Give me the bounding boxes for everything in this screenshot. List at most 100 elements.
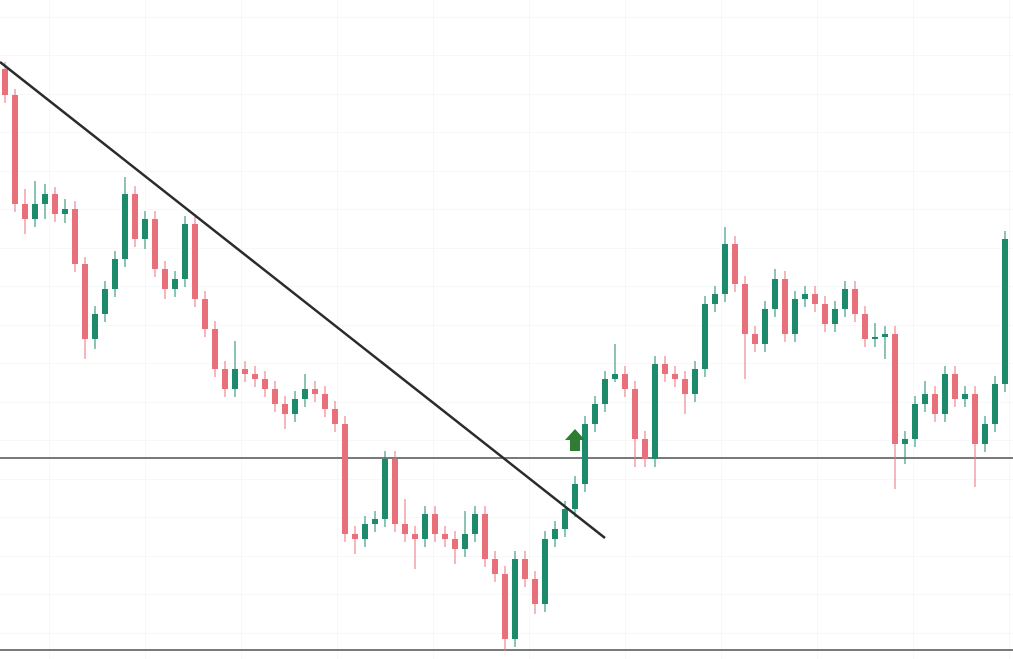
- candle-body: [402, 524, 408, 534]
- candle-body: [912, 404, 918, 439]
- candle-body: [932, 394, 938, 414]
- candle-body: [142, 219, 148, 239]
- candle-body: [232, 369, 238, 389]
- candle-body: [322, 394, 328, 409]
- candle-body: [772, 279, 778, 309]
- candle-body: [502, 574, 508, 639]
- candle-body: [382, 459, 388, 519]
- candle-body: [252, 374, 258, 379]
- candle-body: [292, 399, 298, 414]
- candle-body: [442, 534, 448, 539]
- candle-body: [862, 314, 868, 339]
- candle-body: [752, 334, 758, 344]
- candle-body: [92, 314, 98, 339]
- candle-body: [132, 194, 138, 239]
- candle-body: [362, 524, 368, 539]
- candle-body: [372, 519, 378, 524]
- breakout-arrow: [565, 429, 585, 451]
- candle-body: [782, 279, 788, 334]
- candle-body: [552, 529, 558, 539]
- candle-body: [962, 394, 968, 399]
- candle-body: [342, 424, 348, 534]
- candle-body: [492, 559, 498, 574]
- candle-body: [332, 409, 338, 424]
- candle-body: [472, 514, 478, 534]
- candle-body: [762, 309, 768, 344]
- candle-body: [72, 209, 78, 264]
- candle-body: [202, 299, 208, 329]
- candle-body: [582, 424, 588, 484]
- candle-body: [2, 69, 8, 95]
- candle-body: [642, 439, 648, 459]
- candle-body: [42, 194, 48, 204]
- candle-body: [652, 364, 658, 459]
- candle-body: [242, 369, 248, 374]
- candle-body: [622, 374, 628, 389]
- candle-body: [902, 439, 908, 444]
- candle-body: [122, 194, 128, 259]
- candle-body: [102, 289, 108, 314]
- candle-body: [52, 194, 58, 214]
- trend-line: [0, 61, 606, 539]
- candle-body: [802, 294, 808, 299]
- candle-body: [152, 219, 158, 269]
- candle-body: [952, 374, 958, 399]
- candle-body: [462, 534, 468, 549]
- candle-body: [222, 369, 228, 389]
- candle-body: [262, 379, 268, 389]
- candle-body: [1002, 239, 1008, 384]
- candle-body: [632, 389, 638, 439]
- candle-body: [982, 424, 988, 444]
- candle-body: [972, 394, 978, 444]
- candle-body: [602, 379, 608, 404]
- candle-body: [282, 404, 288, 414]
- candle-body: [822, 304, 828, 324]
- candle-body: [432, 514, 438, 534]
- candle-body: [842, 289, 848, 309]
- candle-body: [312, 389, 318, 394]
- candle-body: [812, 294, 818, 304]
- candle-body: [22, 204, 28, 219]
- candle-body: [532, 579, 538, 604]
- candle-body: [942, 374, 948, 414]
- candle-body: [892, 334, 898, 444]
- candle-body: [612, 374, 618, 379]
- candle-body: [482, 514, 488, 559]
- candle-body: [542, 539, 548, 604]
- candle-body: [422, 514, 428, 539]
- candle-body: [352, 534, 358, 539]
- candle-body: [672, 374, 678, 379]
- candle-body: [682, 379, 688, 394]
- candle-body: [162, 269, 168, 289]
- candle-body: [592, 404, 598, 424]
- candle-body: [62, 209, 68, 214]
- candle-body: [12, 95, 18, 204]
- candle-body: [522, 559, 528, 579]
- candle-body: [852, 289, 858, 314]
- candle-body: [572, 484, 578, 509]
- candle-body: [512, 559, 518, 639]
- plot: [0, 61, 1013, 651]
- candle-body: [882, 334, 888, 337]
- candle-body: [562, 509, 568, 529]
- candle-body: [872, 337, 878, 339]
- candle-body: [832, 309, 838, 324]
- candle-body: [412, 534, 418, 539]
- candle-body: [182, 224, 188, 279]
- candle-body: [992, 384, 998, 424]
- candle-body: [742, 284, 748, 334]
- candle-body: [722, 244, 728, 294]
- candle-body: [212, 329, 218, 369]
- candle-body: [712, 294, 718, 304]
- candle-body: [192, 224, 198, 299]
- candle-body: [302, 389, 308, 399]
- candle-body: [662, 364, 668, 374]
- candle-body: [272, 389, 278, 404]
- candle-body: [112, 259, 118, 289]
- candle-body: [702, 304, 708, 369]
- candle-body: [32, 204, 38, 219]
- candle-body: [732, 244, 738, 284]
- candle-body: [82, 264, 88, 339]
